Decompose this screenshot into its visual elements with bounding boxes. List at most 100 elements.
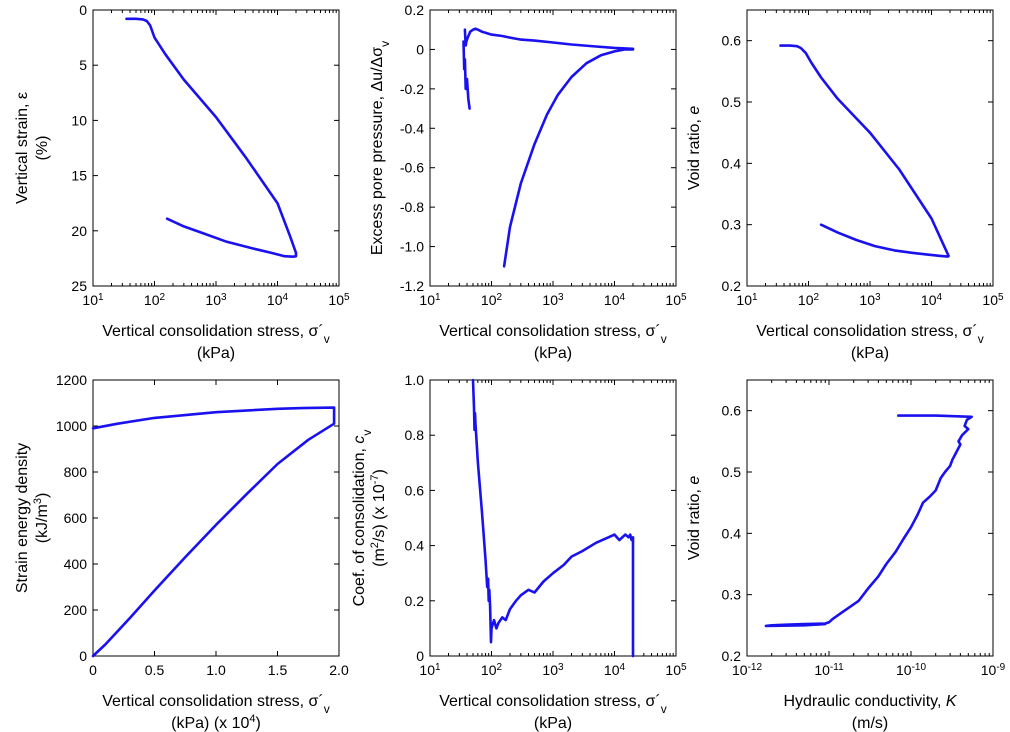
y-axis-label: Vertical strain, ε [14, 92, 31, 204]
x-tick-label: 102 [481, 662, 503, 679]
y-tick-label: -0.4 [400, 120, 424, 136]
x-tick-label: 104 [921, 292, 943, 309]
y-tick-label: 0.2 [405, 2, 425, 18]
y-tick-label: 0.2 [722, 278, 742, 294]
series-line-1 [463, 27, 635, 51]
x-axis-label-line2: (kPa) [534, 715, 572, 732]
y-tick-label: 0 [416, 648, 424, 664]
y-tick-label: 25 [71, 278, 87, 294]
y-tick-label: 0.4 [405, 538, 425, 554]
x-tick-label: 10-10 [896, 662, 926, 679]
y-tick-label: 1.0 [405, 372, 425, 388]
y-tick-label: 400 [64, 556, 88, 572]
x-tick-label: 2.0 [329, 662, 349, 678]
y-tick-label: 10 [71, 112, 87, 128]
x-tick-label: 104 [604, 662, 626, 679]
y-axis-label: Coef. of consolidation, cv [351, 430, 374, 607]
y-tick-label: 0.8 [405, 427, 425, 443]
x-tick-label: 0.5 [145, 662, 165, 678]
x-tick-label: 103 [542, 662, 564, 679]
x-tick-label: 101 [419, 292, 441, 309]
x-tick-label: 103 [859, 292, 881, 309]
x-axis-label-line2: (kPa) (x 104) [171, 713, 261, 732]
y-tick-label: 0.4 [722, 155, 742, 171]
x-tick-label: 1.0 [206, 662, 226, 678]
y-axis-label: Strain energy density [14, 443, 31, 593]
x-tick-label: 104 [604, 292, 626, 309]
x-tick-label: 102 [798, 292, 820, 309]
x-tick-label: 105 [665, 292, 687, 309]
chart-panel-void-ratio-conductivity: 10-12 10-11 10-10 10-9 0.2 0.3 0.4 0.5 0.6 Hydrau… [686, 379, 1006, 732]
y-tick-label: 0.5 [722, 464, 742, 480]
x-axis-label: Vertical consolidation stress, σ´v [102, 693, 330, 716]
y-axis-label-line2: (%) [34, 136, 51, 161]
series-line-0 [779, 44, 950, 258]
y-axis-label-line2: (m2/s) (x 10-7) [369, 469, 388, 567]
y-tick-label: 5 [79, 57, 87, 73]
x-axis-label: Vertical consolidation stress, σ´v [439, 323, 667, 346]
x-tick-label: 102 [144, 292, 166, 309]
x-axis-label-line2: (kPa) [534, 345, 572, 362]
series-line-2 [502, 48, 635, 268]
x-tick-label: 101 [736, 292, 758, 309]
y-tick-label: -0.8 [400, 199, 424, 215]
x-axis-label-line2: (kPa) [851, 345, 889, 362]
y-tick-label: 0.4 [722, 525, 742, 541]
chart-panel-strain-energy: 0 0.5 1.0 1.5 2.0 0 200 400 600 800 1000 1200 Vertic… [14, 372, 349, 732]
y-axis-label-line2: (kJ/m3) [32, 493, 51, 544]
y-tick-label: 0.2 [405, 593, 425, 609]
y-tick-label: 0.6 [722, 403, 742, 419]
y-axis-label: Void ratio, e [686, 476, 703, 561]
x-axis-label: Hydraulic conductivity, K [783, 693, 957, 710]
y-tick-label: 0.5 [722, 94, 742, 110]
y-tick-label: 1000 [56, 418, 87, 434]
y-tick-label: 0.3 [722, 217, 742, 233]
x-tick-label: 1.5 [268, 662, 288, 678]
x-axis-label-line2: (m/s) [852, 715, 888, 732]
x-tick-label: 103 [542, 292, 564, 309]
y-tick-label: -0.2 [400, 81, 424, 97]
series-line-0 [91, 406, 336, 658]
chart-panel-pore-pressure: 101 102 103 104 105 0.2 0 -0.2 -0.4 -0.6 -0.8 -1.0 -… [369, 2, 687, 362]
x-axis-label: Vertical consolidation stress, σ´v [756, 323, 984, 346]
x-axis-label-line2: (kPa) [197, 345, 235, 362]
x-tick-label: 10-11 [814, 662, 844, 679]
plot-area-frame [429, 9, 677, 287]
y-tick-label: 0.6 [722, 33, 742, 49]
y-axis-label: Excess pore pressure, Δu/Δσv [369, 41, 392, 255]
x-tick-label: 104 [267, 292, 289, 309]
y-tick-label: 0 [79, 648, 87, 664]
y-tick-label: 0 [416, 41, 424, 57]
series-line-0 [471, 378, 635, 658]
y-tick-label: -0.6 [400, 160, 424, 176]
x-tick-label: 105 [665, 662, 687, 679]
x-tick-label: 0 [89, 662, 97, 678]
y-tick-label: 15 [71, 168, 87, 184]
y-tick-label: -1.2 [400, 278, 424, 294]
y-axis-label: Void ratio, e [686, 106, 703, 191]
y-tick-label: 0.6 [405, 482, 425, 498]
x-axis-label: Vertical consolidation stress, σ´v [102, 323, 330, 346]
x-tick-label: 105 [982, 292, 1004, 309]
chart-panel-consolidation-coef: 101 102 103 104 105 0 0.2 0.4 0.6 0.8 1.0 Vertical … [351, 372, 687, 732]
series-line-0 [764, 414, 974, 628]
chart-panel-void-ratio-stress: 101 102 103 104 105 0.2 0.3 0.4 0.5 0.6 Vertical c… [686, 9, 1004, 362]
y-tick-label: 600 [64, 510, 88, 526]
plot-area-frame [429, 379, 677, 657]
plot-area-frame [92, 9, 340, 287]
chart-panel-strain: 101 102 103 104 105 0 5 10 15 20 25 Vertical consol… [14, 2, 350, 362]
y-tick-label: 200 [64, 602, 88, 618]
y-tick-label: 0 [79, 2, 87, 18]
x-tick-label: 105 [328, 292, 350, 309]
x-tick-label: 101 [419, 662, 441, 679]
x-tick-label: 10-9 [981, 662, 1006, 679]
series-line-0 [125, 17, 298, 259]
series-line-0 [462, 40, 471, 110]
y-tick-label: 0.3 [722, 587, 742, 603]
x-axis-label: Vertical consolidation stress, σ´v [439, 693, 667, 716]
y-tick-label: 1200 [56, 372, 87, 388]
y-tick-label: 800 [64, 464, 88, 480]
y-tick-label: 0.2 [722, 648, 742, 664]
x-tick-label: 10-12 [732, 662, 762, 679]
